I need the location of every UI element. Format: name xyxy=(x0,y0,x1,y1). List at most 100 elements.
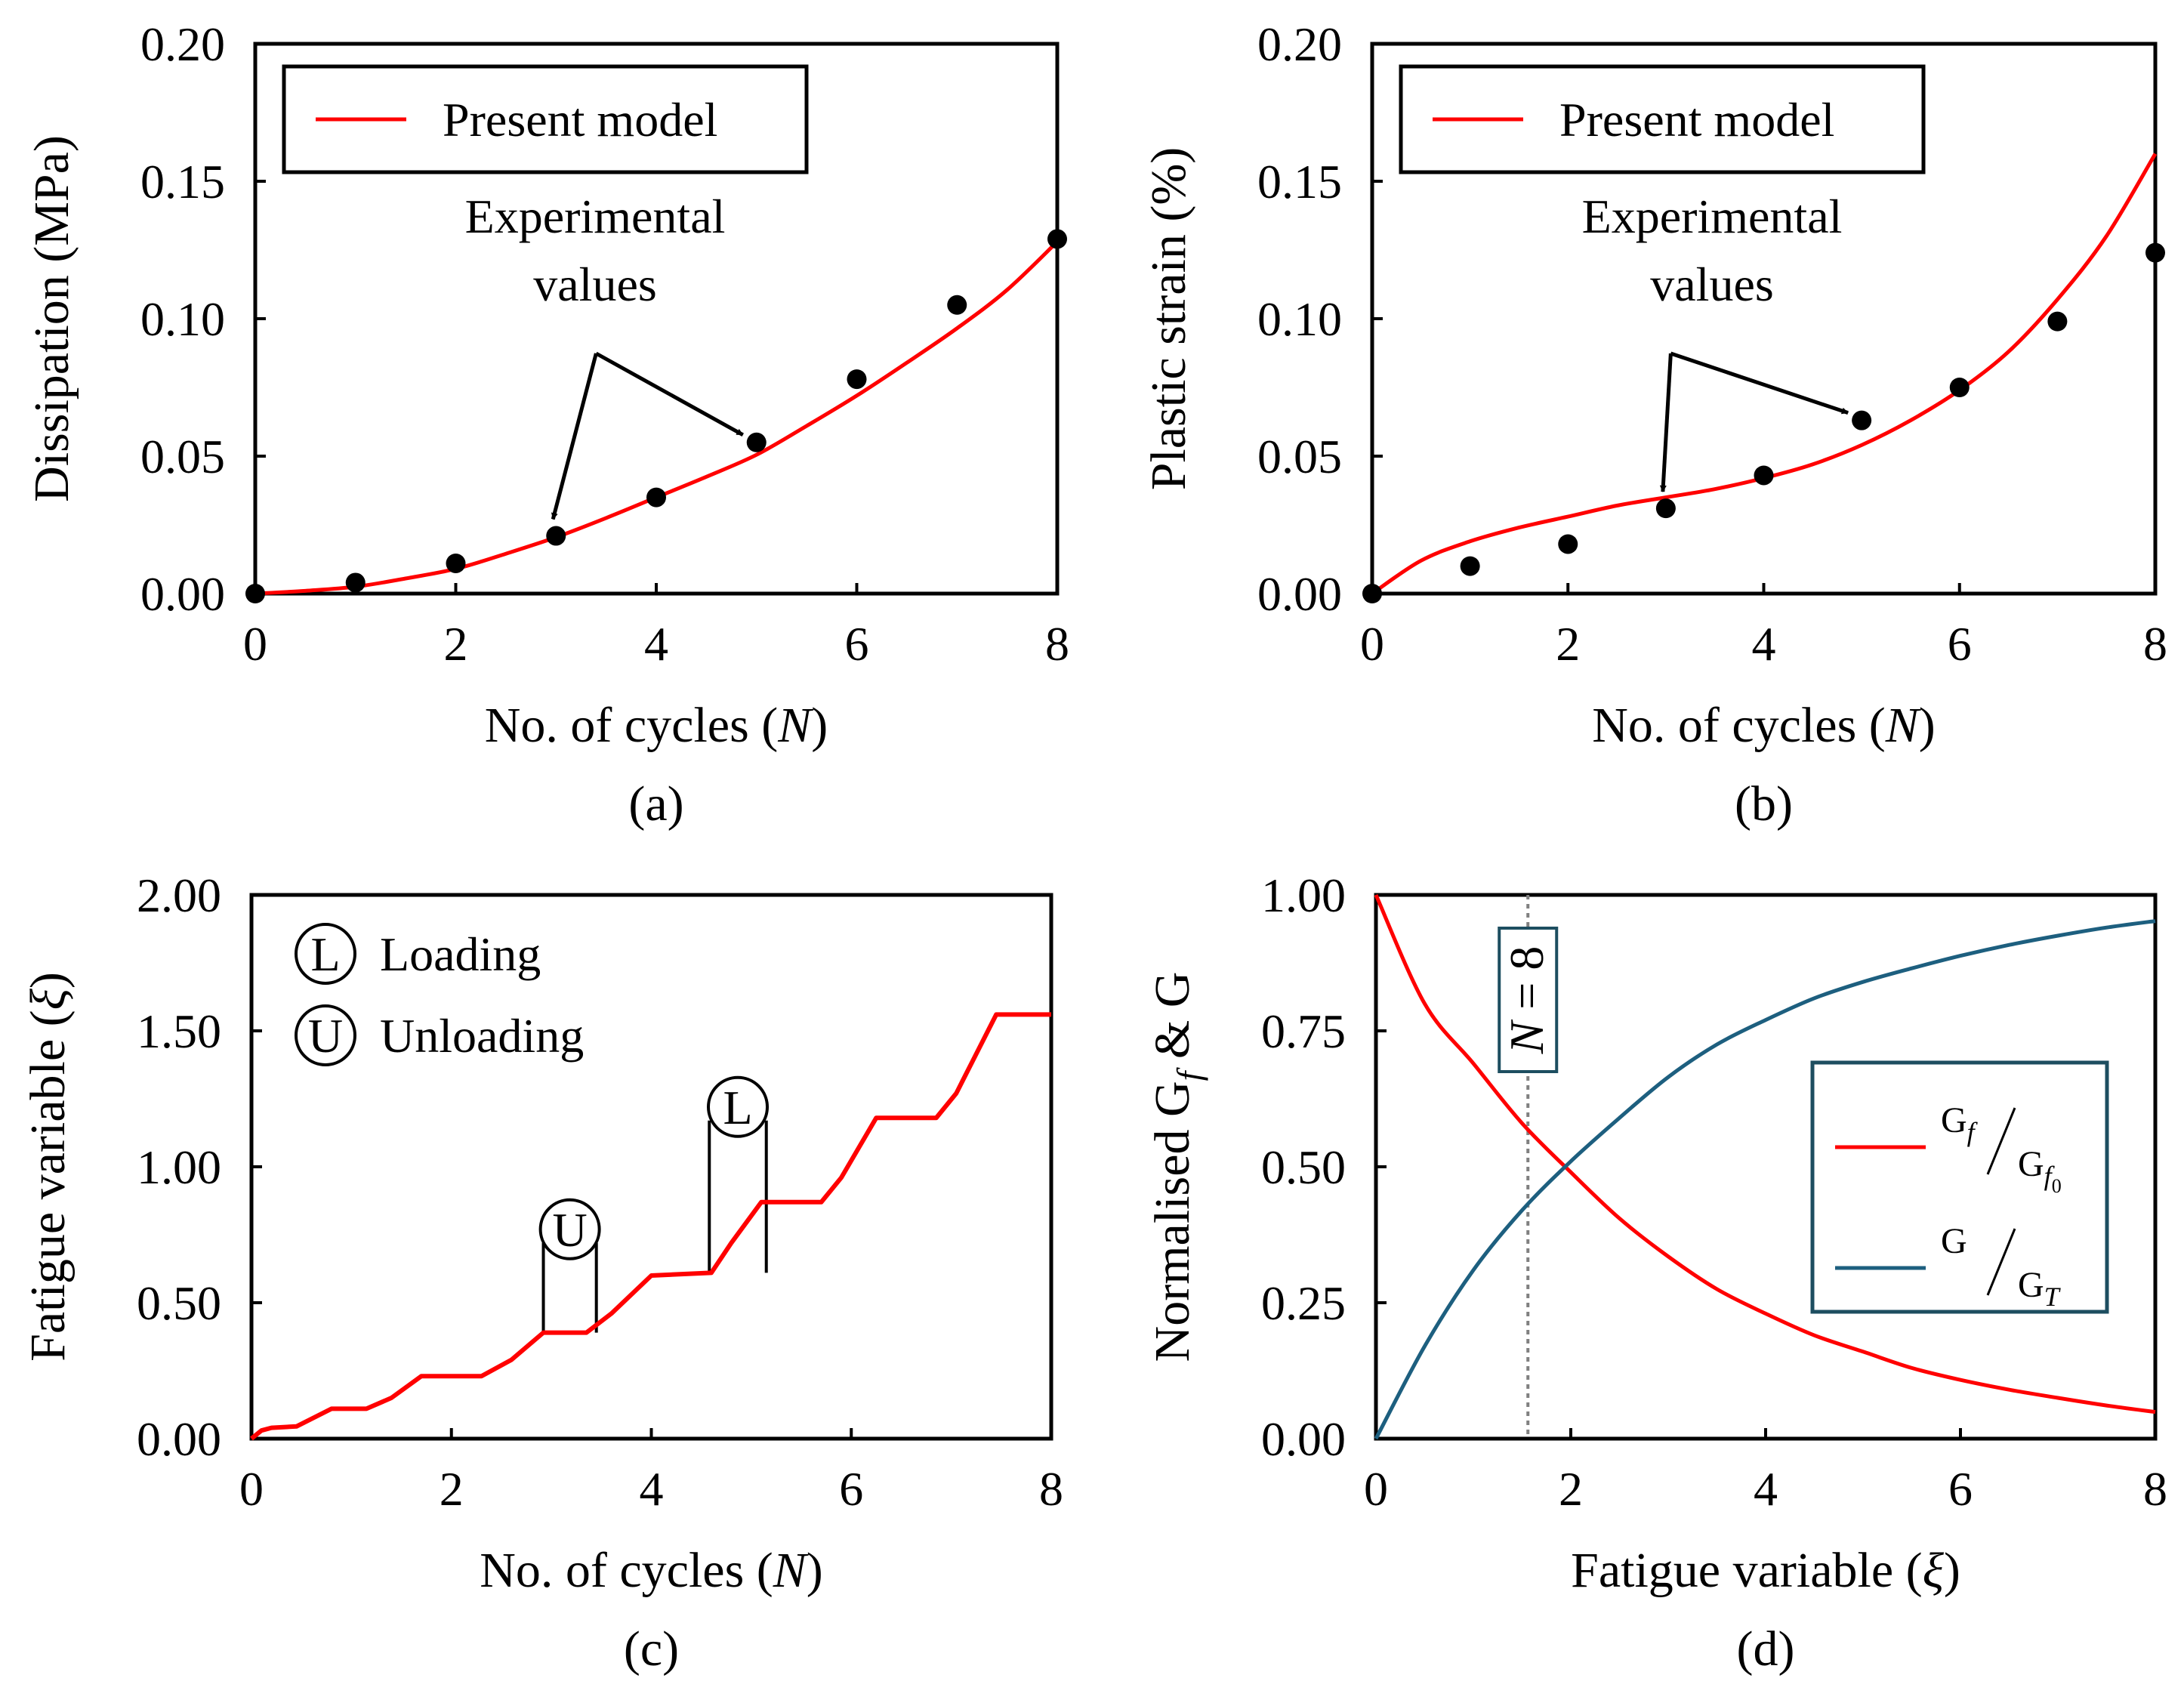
y-tick-label: 0.20 xyxy=(1257,17,1342,71)
y-tick-label: 0.00 xyxy=(140,567,225,621)
legend-label: Present model xyxy=(1559,93,1834,147)
x-tick-label: 8 xyxy=(1039,1462,1063,1516)
y-axis-label-text: & G xyxy=(1145,972,1200,1072)
y-tick-label: 1.00 xyxy=(1261,868,1346,922)
panel-a: 0 2 4 6 8 0.00 0.05 0.10 0.15 0.20 No. of cycles (… xyxy=(24,17,1069,831)
legend-denominator-symbol: G xyxy=(2018,1144,2044,1184)
legend-denominator: Gf0 xyxy=(2018,1144,2062,1197)
legend-label: Unloading xyxy=(380,1009,584,1063)
fatigue-curve xyxy=(250,1012,1051,1441)
x-tick-label: 6 xyxy=(839,1462,863,1516)
y-axis-label-variable: ξ xyxy=(20,988,76,1010)
y-axis-label-text: Normalised G xyxy=(1145,1081,1200,1362)
panel-c: 0 2 4 6 8 0.00 0.50 1.00 1.50 2.00 No. of cycles (… xyxy=(20,868,1063,1677)
x-tick-label: 8 xyxy=(1045,617,1069,671)
x-axis-label: No. of cycles (N) xyxy=(485,698,828,753)
experimental-point xyxy=(1558,534,1578,554)
y-axis-label: Dissipation (MPa) xyxy=(24,135,79,502)
x-tick-label: 4 xyxy=(1752,617,1776,671)
x-tick-label: 6 xyxy=(1948,1462,1973,1516)
callout-letter: U xyxy=(553,1203,588,1257)
legend-denominator-symbol: G xyxy=(2018,1265,2044,1305)
x-tick-label: 6 xyxy=(1948,617,1972,671)
legend-numerator: G xyxy=(1941,1221,1967,1261)
y-tick-label: 0.50 xyxy=(137,1276,221,1330)
panel-caption: (b) xyxy=(1735,776,1793,831)
y-tick-label: 0.75 xyxy=(1261,1004,1346,1058)
y-tick-label: 0.00 xyxy=(137,1412,221,1466)
legend-box xyxy=(1810,1060,2109,1314)
x-axis-label-variable: N xyxy=(1885,698,1922,753)
x-axis-label-text: ) xyxy=(1919,698,1936,753)
callout-circle xyxy=(538,1198,601,1260)
experimental-point xyxy=(847,369,867,390)
annotation-arrow xyxy=(595,351,744,437)
experimental-point xyxy=(1949,378,1970,397)
x-tick-label: 4 xyxy=(640,1462,664,1516)
annotation-text: Experimental values xyxy=(465,190,726,311)
experimental-point xyxy=(1047,229,1067,249)
n8-label-box xyxy=(1498,927,1559,1073)
x-tick-label: 4 xyxy=(1754,1462,1778,1516)
annotation-arrow xyxy=(1670,351,1849,415)
y-tick-label: 0.20 xyxy=(140,17,225,71)
legend-symbol-letter: L xyxy=(310,927,340,981)
legend-label: Loading xyxy=(380,927,541,981)
annotation-line: values xyxy=(1650,258,1774,311)
y-tick-label: 0.10 xyxy=(1257,292,1342,346)
callout-U: U xyxy=(538,1198,601,1333)
callout-L: L xyxy=(707,1075,770,1273)
model-curve xyxy=(1371,153,2158,596)
experimental-point xyxy=(1852,410,1872,430)
annotation-text: Experimental values xyxy=(1582,190,1843,311)
n8-label-variable: N xyxy=(1500,1019,1553,1054)
experimental-point xyxy=(245,584,265,603)
legend-denominator-subscript2: 0 xyxy=(2052,1175,2062,1197)
legend-denominator: GT xyxy=(2018,1265,2062,1312)
experimental-point xyxy=(1460,556,1480,576)
x-tick-label: 2 xyxy=(1559,1462,1583,1516)
y-axis-label: Fatigue variable (ξ) xyxy=(20,972,76,1362)
x-axis-label-text: Fatigue variable ( xyxy=(1571,1543,1922,1598)
legend-numerator-symbol: G xyxy=(1941,1100,1967,1140)
legend: Present model xyxy=(282,64,809,174)
y-tick-label: 1.50 xyxy=(137,1004,221,1058)
x-axis-label-text: ) xyxy=(811,698,828,753)
legend-symbol-letter: U xyxy=(308,1009,343,1063)
x-tick-label: 2 xyxy=(440,1462,464,1516)
legend-fraction-slash xyxy=(1986,1107,2016,1175)
legend-numerator-symbol: G xyxy=(1941,1221,1967,1261)
panel-caption: (c) xyxy=(624,1621,679,1677)
g-ratio-curve xyxy=(1374,919,2156,1440)
y-tick-label: 0.05 xyxy=(1257,430,1342,483)
y-tick-label: 0.15 xyxy=(1257,155,1342,208)
x-tick-label: 2 xyxy=(444,617,468,671)
y-tick-label: 0.50 xyxy=(1261,1140,1346,1194)
y-tick-label: 0.05 xyxy=(140,430,225,483)
legend: Present model xyxy=(1399,64,1926,174)
experimental-point xyxy=(2047,311,2068,332)
x-axis-label: No. of cycles (N) xyxy=(480,1543,823,1598)
n8-label: N = 8 xyxy=(1500,946,1553,1055)
x-axis-label-text: No. of cycles ( xyxy=(480,1543,773,1598)
x-tick-label: 8 xyxy=(2143,1462,2167,1516)
y-tick-label: 0.25 xyxy=(1261,1276,1346,1330)
y-axis-label-text: ) xyxy=(20,972,76,989)
legend-symbol-circle xyxy=(295,923,356,985)
y-axis-label: Normalised Gf & G xyxy=(1145,972,1208,1362)
x-axis-label-text: No. of cycles ( xyxy=(485,698,779,753)
experimental-point xyxy=(2145,242,2165,263)
legend-label: Present model xyxy=(443,93,717,147)
legend: L Loading U Unloading xyxy=(295,923,584,1066)
experimental-point xyxy=(646,487,666,507)
x-axis-label-text: No. of cycles ( xyxy=(1592,698,1886,753)
panel-caption: (d) xyxy=(1737,1621,1795,1677)
x-axis-label-variable: N xyxy=(773,1543,810,1598)
x-axis-label: No. of cycles (N) xyxy=(1592,698,1936,753)
plot-area-frame xyxy=(249,893,1053,1441)
annotation-line: Experimental xyxy=(1582,190,1843,243)
legend-symbol-circle xyxy=(295,1004,356,1066)
experimental-point xyxy=(947,295,967,315)
y-tick-label: 0.15 xyxy=(140,155,225,208)
